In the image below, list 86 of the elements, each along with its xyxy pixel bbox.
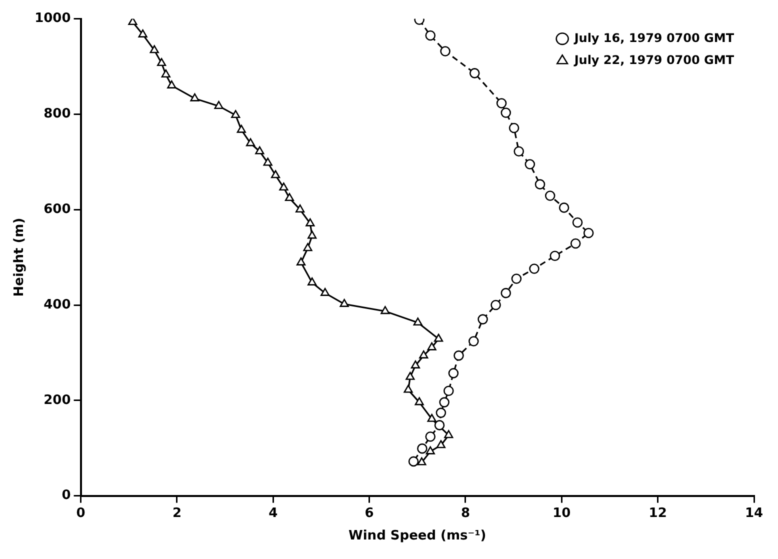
- point: [246, 138, 256, 146]
- point: [306, 218, 315, 226]
- point: [161, 69, 170, 78]
- point: [550, 250, 560, 262]
- point: [308, 230, 317, 239]
- point: [583, 228, 594, 238]
- x-tick-label: 6: [364, 506, 374, 521]
- point: [340, 298, 349, 307]
- point: [514, 146, 524, 157]
- point: [296, 204, 305, 212]
- point: [320, 288, 330, 296]
- x-tick-label: 4: [268, 506, 278, 521]
- point: [534, 179, 546, 190]
- point: [500, 288, 512, 298]
- point: [434, 334, 444, 342]
- point: [190, 93, 200, 102]
- point: [468, 336, 479, 346]
- point: [427, 342, 436, 350]
- y-tick-label: 800: [44, 106, 71, 122]
- point: [406, 372, 415, 380]
- point: [404, 384, 413, 393]
- point: [508, 122, 520, 134]
- point: [303, 243, 312, 252]
- point: [436, 440, 446, 448]
- point: [236, 124, 246, 133]
- point: [544, 190, 556, 201]
- point: [570, 238, 581, 249]
- point: [426, 446, 435, 454]
- point: [444, 386, 454, 396]
- point: [417, 457, 426, 466]
- point: [157, 58, 166, 66]
- x-tick-label: 14: [744, 506, 764, 521]
- legend-label: July 16, 1979 0700 GMT: [573, 30, 735, 45]
- point: [529, 264, 540, 274]
- x-tick-label: 0: [76, 506, 86, 521]
- point: [436, 408, 446, 418]
- point: [410, 360, 420, 368]
- point: [478, 314, 488, 324]
- point: [454, 350, 464, 361]
- point: [444, 430, 454, 438]
- point: [214, 100, 224, 109]
- y-tick-label: 200: [44, 392, 71, 408]
- point: [427, 414, 436, 422]
- point: [440, 46, 450, 56]
- point: [308, 277, 317, 286]
- point: [448, 368, 459, 378]
- point: [425, 432, 436, 442]
- point: [490, 300, 501, 310]
- point: [263, 158, 272, 166]
- y-tick-label: 400: [44, 297, 71, 312]
- x-axis-title: Wind Speed (ms⁻¹): [348, 528, 486, 544]
- point: [380, 306, 390, 314]
- point: [270, 170, 280, 178]
- point: [511, 274, 522, 284]
- point: [150, 45, 159, 54]
- point: [138, 29, 148, 38]
- point: [496, 98, 507, 108]
- x-tick-label: 12: [648, 506, 667, 521]
- point: [279, 182, 288, 191]
- point: [413, 318, 422, 326]
- point: [558, 202, 570, 213]
- point: [408, 456, 419, 467]
- point: [167, 80, 176, 88]
- point: [469, 68, 480, 78]
- point: [439, 397, 450, 408]
- point: [284, 193, 294, 202]
- point: [255, 146, 264, 154]
- point: [296, 257, 306, 266]
- x-tick-label: 10: [552, 506, 571, 521]
- point: [500, 108, 512, 118]
- point: [425, 30, 436, 41]
- point: [231, 110, 240, 118]
- point: [419, 350, 428, 358]
- x-tick-label: 8: [460, 506, 470, 521]
- point: [434, 420, 445, 430]
- point: [572, 217, 583, 228]
- y-axis-title: Height (m): [12, 218, 28, 297]
- point: [414, 397, 424, 406]
- x-tick-label: 2: [172, 506, 182, 521]
- point: [524, 159, 536, 170]
- y-tick-label: 1000: [34, 11, 71, 26]
- point: [128, 18, 138, 26]
- point: [417, 443, 428, 454]
- y-tick-label: 0: [62, 488, 71, 504]
- y-tick-label: 600: [44, 202, 71, 217]
- legend-label: July 22, 1979 0700 GMT: [573, 52, 735, 67]
